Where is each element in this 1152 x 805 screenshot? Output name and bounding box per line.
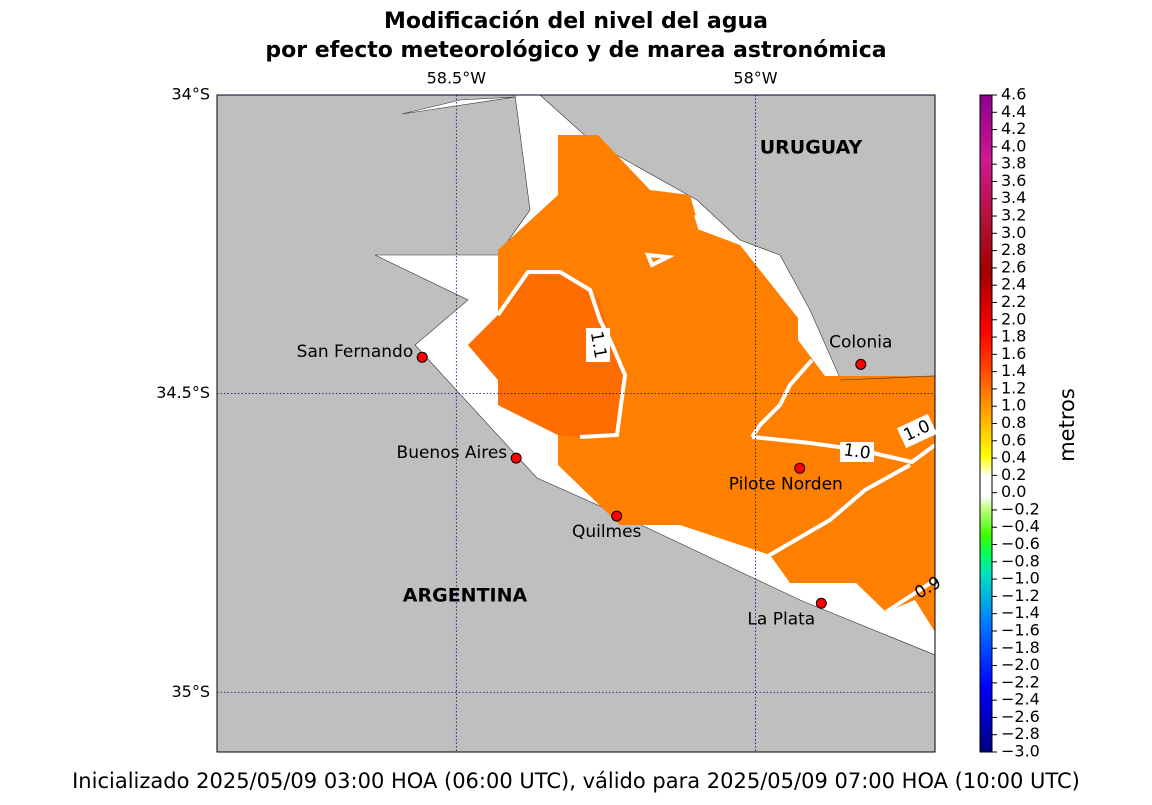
place-marker <box>794 462 806 474</box>
colorbar-tick-label: −0.2 <box>1001 499 1040 518</box>
colorbar-tick-label: 0.0 <box>1001 482 1026 501</box>
region-label: URUGUAY <box>760 137 863 159</box>
colorbar-tick-label: 0.6 <box>1001 430 1026 449</box>
colorbar-tick-label: 4.0 <box>1001 136 1026 155</box>
colorbar-tick-label: 0.4 <box>1001 448 1026 467</box>
colorbar-tick-label: 1.6 <box>1001 344 1026 363</box>
colorbar-tick-label: −3.0 <box>1001 742 1040 761</box>
place-marker <box>855 358 867 370</box>
colorbar-tick-label: −0.8 <box>1001 551 1040 570</box>
colorbar-tick-label: 1.4 <box>1001 361 1026 380</box>
colorbar-tick-label: 1.2 <box>1001 378 1026 397</box>
place-label: Buenos Aires <box>397 443 508 463</box>
colorbar-tick-label: −1.0 <box>1001 569 1040 588</box>
colorbar-tick-label: −0.4 <box>1001 517 1040 536</box>
map-frame <box>216 94 936 753</box>
x-tick-label: 58.5°W <box>427 69 487 88</box>
place-marker <box>510 452 522 464</box>
colorbar-tick-label: 0.8 <box>1001 413 1026 432</box>
title-line: por efecto meteorológico y de marea astr… <box>265 38 886 63</box>
x-tick-label: 58°W <box>733 69 777 88</box>
colorbar-tick-label: −1.2 <box>1001 586 1040 605</box>
colorbar-tick-label: −2.8 <box>1001 724 1040 743</box>
coast-line <box>839 375 935 381</box>
colorbar-tick-label: 2.4 <box>1001 275 1026 294</box>
colorbar-tick-label: −2.2 <box>1001 672 1040 691</box>
colorbar-tick-label: 3.0 <box>1001 223 1026 242</box>
colorbar-tick-label: 1.0 <box>1001 396 1026 415</box>
place-marker <box>815 597 827 609</box>
colorbar-tick-label: 3.2 <box>1001 206 1026 225</box>
colorbar-tick-label: 4.4 <box>1001 102 1026 121</box>
region-label: ARGENTINA <box>403 585 528 607</box>
contour-label-bg <box>586 328 610 362</box>
place-label: Quilmes <box>572 522 642 542</box>
colorbar-tick-label: 2.0 <box>1001 309 1026 328</box>
colorbar-tick-label: −2.6 <box>1001 707 1040 726</box>
level-fill-high <box>468 272 625 437</box>
place-marker <box>416 351 428 363</box>
place-label: La Plata <box>747 609 815 629</box>
y-tick-label: 34°S <box>171 85 210 104</box>
map-area <box>217 95 935 752</box>
level-fill <box>468 135 935 632</box>
place-label: San Fernando <box>297 342 414 362</box>
colorbar-tick-label: 0.2 <box>1001 465 1026 484</box>
y-tick-label: 35°S <box>171 682 210 701</box>
place-label: Colonia <box>829 332 892 352</box>
place-marker <box>611 510 623 522</box>
colorbar-tick-label: 4.2 <box>1001 119 1026 138</box>
colorbar-tick-label: 3.8 <box>1001 154 1026 173</box>
colorbar-label: metros <box>1055 388 1079 462</box>
colorbar-tick-label: 2.6 <box>1001 257 1026 276</box>
title-line: Modificación del nivel del agua <box>384 9 768 34</box>
contour-label-bg <box>896 413 938 449</box>
colorbar-tick-label: 2.2 <box>1001 292 1026 311</box>
river-channel <box>401 96 516 115</box>
colorbar-tick-label: −0.6 <box>1001 534 1040 553</box>
colorbar-tick-label: 2.8 <box>1001 240 1026 259</box>
colorbar-tick-label: 3.4 <box>1001 188 1026 207</box>
contour-label: 1.0 <box>842 440 872 464</box>
footer: Inicializado 2025/05/09 03:00 HOA (06:00… <box>72 769 1080 793</box>
colorbar-tick-label: −1.4 <box>1001 603 1040 622</box>
colorbar-tick-label: −1.6 <box>1001 620 1040 639</box>
colorbar-tick-label: −2.4 <box>1001 690 1040 709</box>
colorbar-tick-label: −1.8 <box>1001 638 1040 657</box>
colorbar-tick-label: 3.6 <box>1001 171 1026 190</box>
colorbar-tick-label: −2.0 <box>1001 655 1040 674</box>
colorbar-tick-label: 4.6 <box>1001 85 1026 104</box>
place-label: Pilote Norden <box>729 474 843 494</box>
y-tick-label: 34.5°S <box>156 383 210 402</box>
contour-label: 1.1 <box>586 330 610 360</box>
colorbar-tick-label: 1.8 <box>1001 327 1026 346</box>
contour-label-bg <box>840 442 874 462</box>
colorbar <box>979 94 993 753</box>
